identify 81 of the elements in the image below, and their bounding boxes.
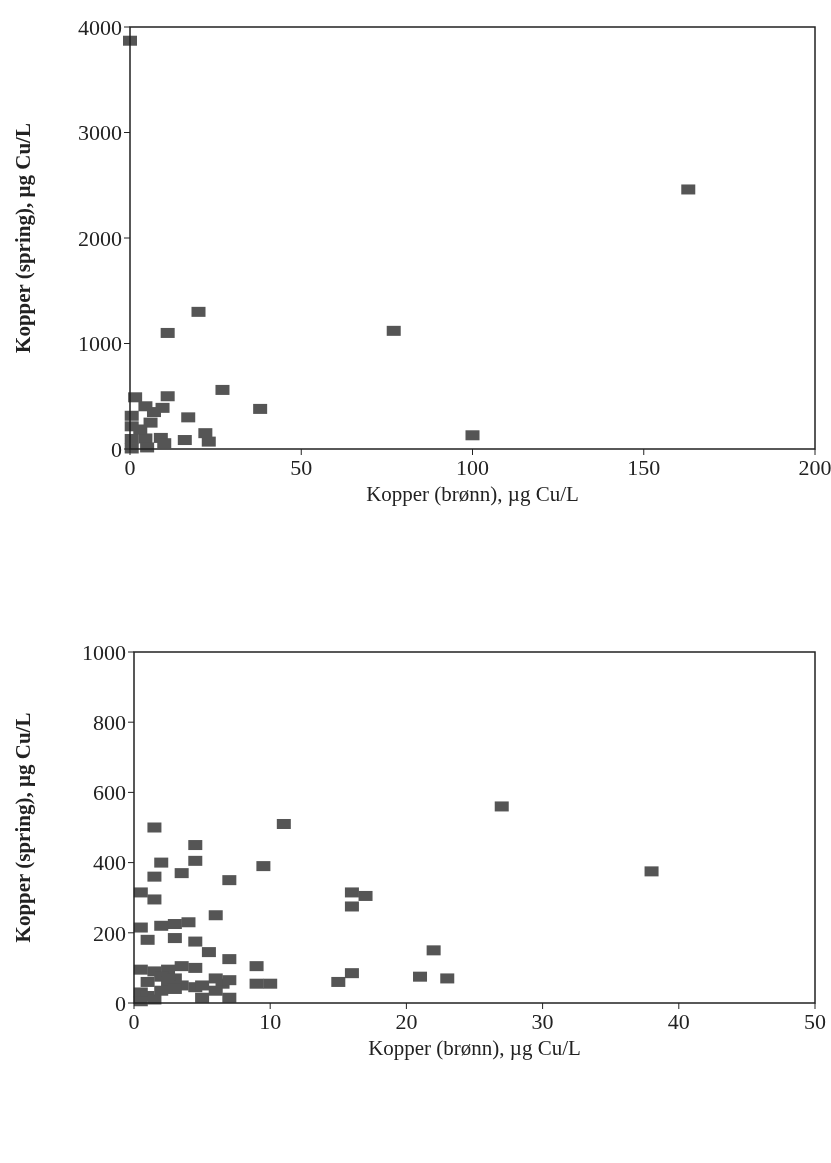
x-tick-label: 30 (531, 1009, 554, 1034)
x-tick-label: 40 (667, 1009, 690, 1034)
point (140, 934, 155, 945)
point (160, 391, 175, 402)
point (249, 961, 264, 972)
x-tick-label: 150 (627, 455, 661, 480)
y-tick-label: 400 (93, 850, 126, 876)
y-tick-label: 0 (111, 436, 122, 462)
point (167, 919, 182, 930)
point (140, 976, 155, 987)
y-tick-label: 800 (93, 709, 126, 735)
point (188, 936, 203, 947)
x-tick-label: 10 (259, 1009, 282, 1034)
point (146, 407, 161, 418)
point (494, 801, 509, 812)
point (167, 933, 182, 944)
point (188, 840, 203, 851)
point (188, 962, 203, 973)
point (215, 384, 230, 395)
point (188, 855, 203, 866)
point (174, 961, 189, 972)
point (222, 954, 237, 965)
x-axis-title: Kopper (brønn), µg Cu/L (368, 1036, 581, 1060)
point (177, 435, 192, 446)
x-tick-label: 20 (395, 1009, 418, 1034)
x-tick-label: 200 (798, 455, 831, 480)
point (413, 971, 428, 982)
point (426, 945, 441, 956)
point (174, 868, 189, 879)
y-tick-label: 3000 (78, 120, 122, 146)
point (195, 992, 210, 1003)
point (465, 430, 480, 441)
y-tick-label: 600 (93, 780, 126, 806)
point (386, 325, 401, 336)
point (198, 428, 213, 439)
point (358, 890, 373, 901)
point (201, 947, 216, 958)
point (181, 917, 196, 928)
x-axis-title: Kopper (brønn), µg Cu/L (366, 482, 579, 506)
y-axis-title: Kopper (spring), µg Cu/L (11, 123, 35, 353)
y-axis-title: Kopper (spring), µg Cu/L (11, 712, 35, 943)
y-tick-label: 4000 (78, 14, 122, 40)
point (191, 306, 206, 317)
point (263, 978, 278, 989)
point (143, 417, 158, 428)
point (222, 975, 237, 986)
x-tick-label: 100 (456, 455, 489, 480)
point (133, 922, 148, 933)
point (201, 436, 216, 447)
point (154, 985, 169, 996)
y-tick-label: 2000 (78, 225, 122, 251)
y-tick-label: 200 (93, 920, 126, 946)
y-tick-label: 1000 (78, 331, 122, 357)
point (249, 978, 264, 989)
point (644, 866, 659, 877)
point (181, 412, 196, 423)
point (222, 875, 237, 886)
x-tick-label: 50 (804, 1009, 826, 1034)
point (157, 438, 172, 449)
point (147, 894, 162, 905)
point (147, 871, 162, 882)
point (331, 976, 346, 987)
point (147, 822, 162, 833)
point (154, 920, 169, 931)
x-tick-label: 50 (290, 455, 313, 480)
point (133, 887, 148, 898)
point (256, 861, 271, 872)
point (160, 327, 175, 338)
point (253, 403, 268, 414)
point (440, 973, 455, 984)
point (208, 985, 223, 996)
point (133, 424, 148, 435)
y-tick-label: 0 (115, 990, 126, 1016)
point (208, 910, 223, 921)
y-tick-label: 1000 (82, 639, 126, 665)
point (154, 857, 169, 868)
point (344, 901, 359, 912)
point (681, 184, 696, 195)
point (344, 887, 359, 898)
point (276, 818, 291, 829)
point (344, 968, 359, 979)
